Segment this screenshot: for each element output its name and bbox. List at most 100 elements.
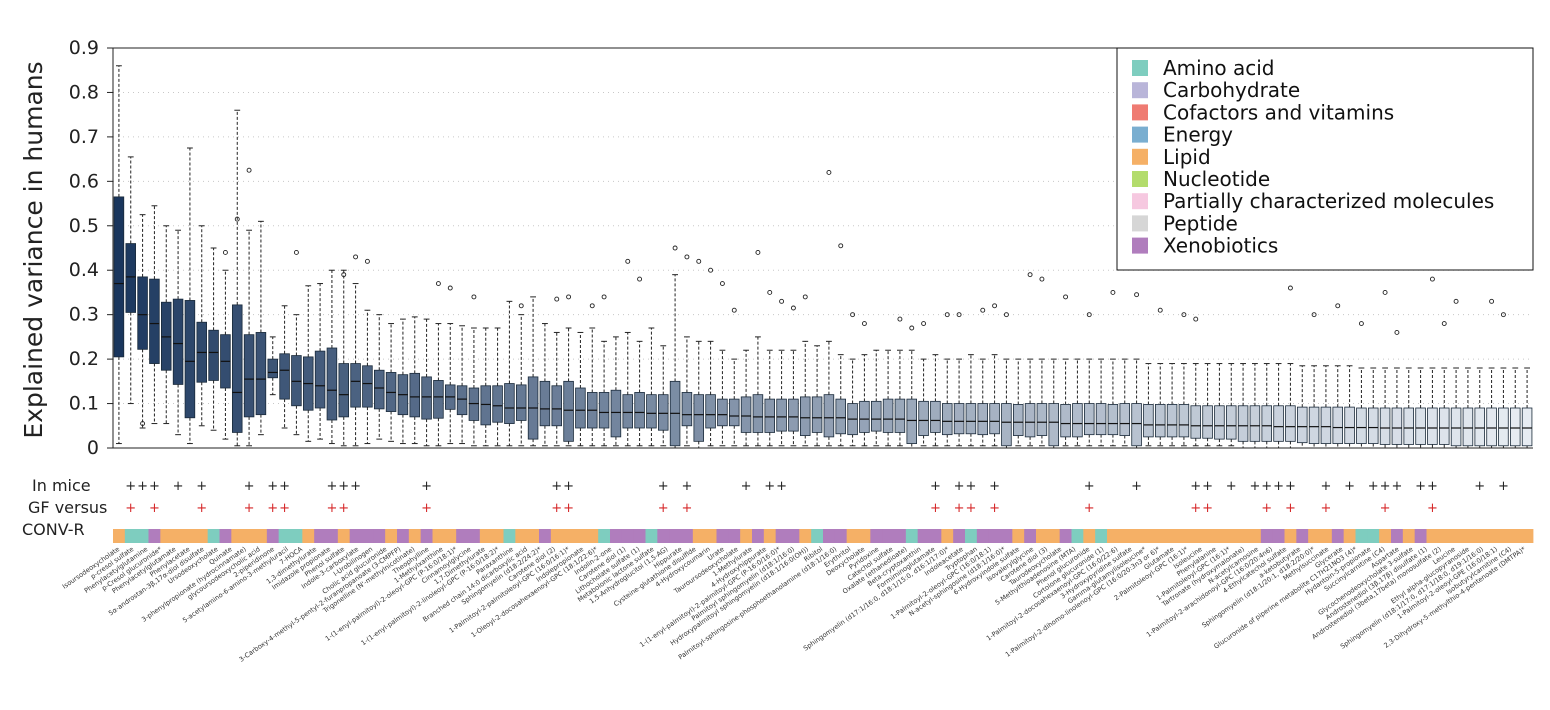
class-color-cell xyxy=(728,529,741,543)
plus-marker-in-mice: + xyxy=(563,479,574,494)
outlier-point xyxy=(554,296,560,302)
class-color-cell xyxy=(621,529,635,543)
y-tick-label: 0.8 xyxy=(69,81,99,103)
class-color-cell xyxy=(870,529,883,543)
class-color-cell xyxy=(1047,529,1061,543)
class-color-cell xyxy=(1391,529,1404,543)
plus-marker-gf-versus-conv: + xyxy=(681,501,692,516)
plus-marker-in-mice: + xyxy=(681,479,692,494)
outlier-point xyxy=(1157,307,1163,313)
class-color-cell xyxy=(468,529,481,543)
plus-marker-gf-versus-conv: + xyxy=(1320,501,1331,516)
plus-marker-gf-versus-conv: + xyxy=(326,501,337,516)
box xyxy=(1391,407,1403,445)
box xyxy=(1486,407,1497,447)
box xyxy=(646,394,657,429)
box xyxy=(172,298,184,385)
box xyxy=(515,384,527,421)
class-color-cell xyxy=(1012,529,1025,543)
box xyxy=(125,243,137,313)
plus-marker-gf-versus-conv: + xyxy=(1261,501,1272,516)
plus-marker-gf-versus-conv: + xyxy=(954,501,965,516)
box xyxy=(1379,407,1391,445)
box xyxy=(1237,405,1249,442)
box xyxy=(1344,406,1355,444)
outlier-point xyxy=(708,267,714,273)
box xyxy=(859,400,870,433)
outlier-point xyxy=(719,281,725,287)
legend-label: Nucleotide xyxy=(1163,167,1270,191)
box xyxy=(918,400,929,436)
box xyxy=(1415,407,1426,445)
class-color-cell xyxy=(562,529,575,543)
class-color-cell xyxy=(397,529,410,543)
box xyxy=(421,376,432,420)
box xyxy=(823,394,835,438)
plus-marker-in-mice: + xyxy=(954,479,965,494)
box xyxy=(717,398,728,427)
y-tick-label: 0.6 xyxy=(69,170,99,192)
outlier-point xyxy=(566,294,572,300)
legend-swatch xyxy=(1132,215,1148,232)
plus-marker-gf-versus-conv: + xyxy=(244,501,255,516)
box xyxy=(1190,405,1202,439)
box xyxy=(492,385,503,423)
box xyxy=(373,369,385,410)
class-color-cell xyxy=(752,529,765,543)
class-color-cell xyxy=(740,529,753,543)
outlier-point xyxy=(731,307,737,313)
outlier-point xyxy=(1335,303,1341,309)
class-color-cell xyxy=(965,529,978,543)
box xyxy=(811,396,823,433)
class-color-cell xyxy=(207,529,220,543)
box xyxy=(504,383,515,424)
plus-marker-in-mice: + xyxy=(930,479,941,494)
class-color-cell xyxy=(1130,529,1143,543)
outlier-point xyxy=(589,303,595,309)
box xyxy=(480,385,492,426)
box xyxy=(1083,403,1095,436)
class-color-cell xyxy=(408,529,422,543)
plus-marker-in-mice: + xyxy=(1261,479,1272,494)
plus-marker-gf-versus-conv: + xyxy=(989,501,1000,516)
box xyxy=(1521,407,1533,447)
box xyxy=(184,300,196,419)
class-color-cell xyxy=(243,529,256,543)
outlier-point xyxy=(921,321,927,327)
class-color-cell xyxy=(420,529,433,543)
box xyxy=(799,396,811,436)
legend-label: Partially characterized molecules xyxy=(1163,189,1494,213)
box xyxy=(1509,407,1521,447)
class-color-cell xyxy=(1083,529,1096,543)
class-color-cell xyxy=(160,529,173,543)
outlier-point xyxy=(518,303,524,309)
outlier-point xyxy=(1134,292,1140,298)
plus-marker-in-mice: + xyxy=(741,479,752,494)
box xyxy=(657,394,669,431)
class-color-cell xyxy=(1000,529,1013,543)
outlier-point xyxy=(755,249,761,255)
box xyxy=(1214,405,1225,440)
class-color-cell xyxy=(266,529,280,543)
plus-marker-in-mice: + xyxy=(1498,479,1509,494)
class-color-cell xyxy=(574,529,587,543)
y-tick-label: 0.1 xyxy=(69,393,99,415)
box xyxy=(1119,403,1131,436)
box xyxy=(870,400,882,432)
legend-label: Carbohydrate xyxy=(1163,78,1300,102)
legend-label: Xenobiotics xyxy=(1163,234,1278,258)
box xyxy=(740,396,752,433)
box xyxy=(231,304,243,433)
outlier-point xyxy=(353,254,359,260)
class-color-cell xyxy=(515,529,528,543)
class-color-cell xyxy=(1237,529,1250,543)
box xyxy=(728,398,740,427)
outlier-point xyxy=(1086,312,1092,318)
plus-marker-gf-versus-conv: + xyxy=(1190,501,1201,516)
box xyxy=(314,350,326,409)
class-color-cell xyxy=(136,529,149,543)
box xyxy=(350,363,361,408)
plus-marker-in-mice: + xyxy=(244,479,255,494)
y-tick-label: 0.7 xyxy=(69,126,99,148)
class-color-cell xyxy=(124,529,138,543)
